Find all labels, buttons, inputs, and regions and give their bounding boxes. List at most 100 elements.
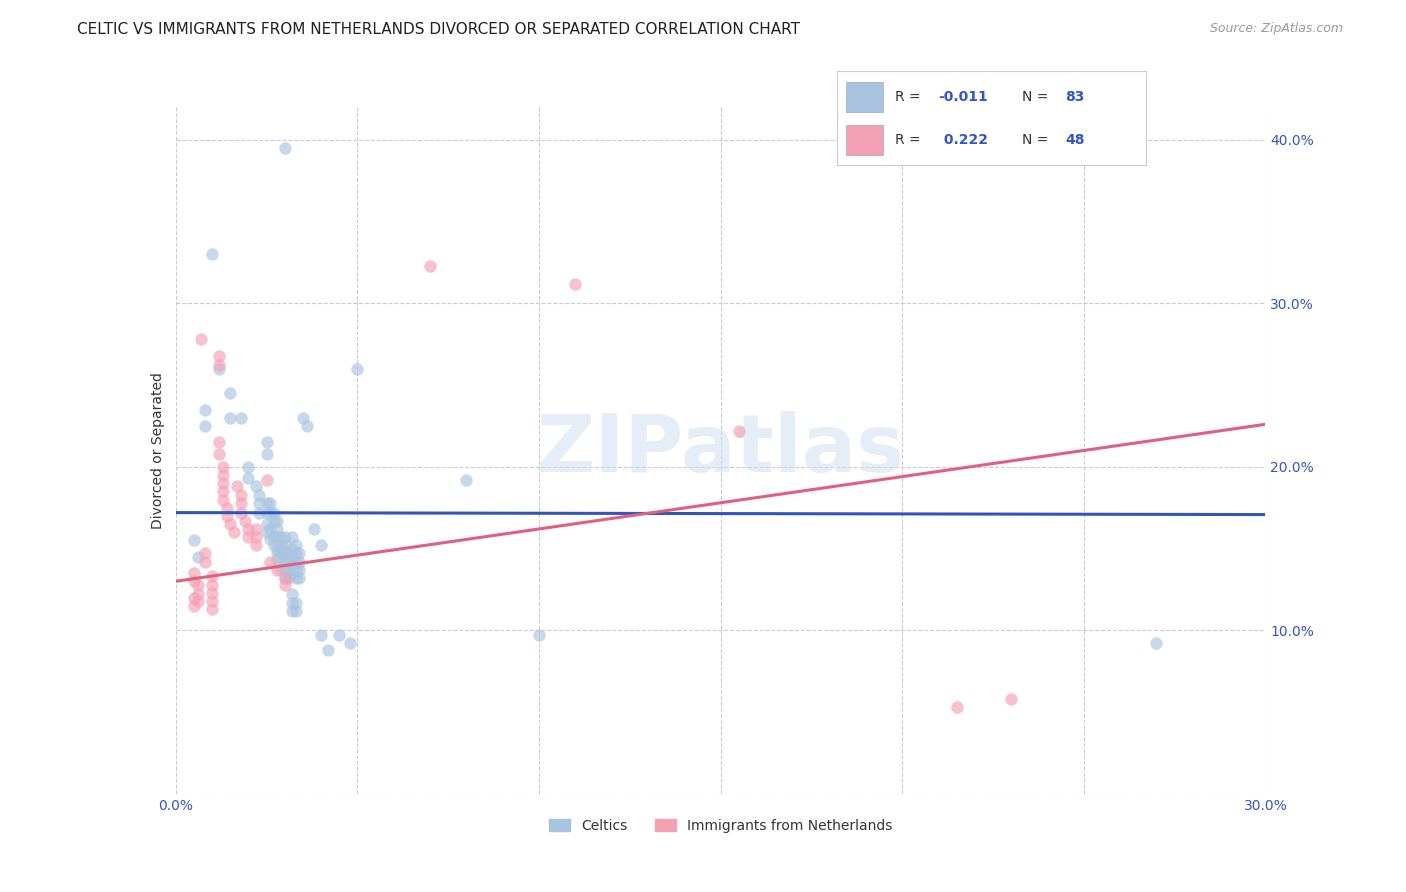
Point [346, 361, 368, 376]
Text: CELTIC VS IMMIGRANTS FROM NETHERLANDS DIVORCED OR SEPARATED CORRELATION CHART: CELTIC VS IMMIGRANTS FROM NETHERLANDS DI… [77, 22, 800, 37]
Point [274, 555, 297, 569]
Point [274, 577, 297, 591]
Point [274, 571, 297, 585]
Point [194, 546, 217, 561]
Point [201, 594, 224, 608]
Point [318, 643, 340, 657]
Point [245, 538, 267, 552]
Point [256, 516, 278, 531]
Point [284, 546, 307, 561]
Point [263, 514, 285, 528]
Point [226, 479, 249, 493]
Point [231, 410, 253, 425]
Point [284, 596, 307, 610]
Point [274, 538, 297, 552]
Point [201, 602, 224, 616]
Point [201, 577, 224, 591]
Point [238, 530, 260, 544]
Point [263, 538, 285, 552]
Point [212, 492, 235, 507]
Text: ZIPatlas: ZIPatlas [537, 411, 904, 490]
Point [456, 473, 478, 487]
Point [284, 563, 307, 577]
Point [259, 555, 281, 569]
Point [270, 538, 292, 552]
Point [266, 546, 288, 561]
Point [266, 530, 288, 544]
Point [256, 473, 278, 487]
Point [259, 506, 281, 520]
Point [274, 530, 297, 544]
Point [245, 479, 267, 493]
Point [291, 410, 314, 425]
Point [277, 546, 299, 561]
Legend: Celtics, Immigrants from Netherlands: Celtics, Immigrants from Netherlands [543, 814, 898, 838]
Point [194, 402, 217, 417]
Point [259, 532, 281, 546]
Point [266, 514, 288, 528]
Point [295, 418, 318, 433]
Point [1146, 636, 1168, 650]
Y-axis label: Divorced or Separated: Divorced or Separated [152, 372, 166, 529]
Point [233, 514, 256, 528]
Point [183, 533, 205, 548]
Text: N =: N = [1022, 90, 1053, 103]
Point [247, 487, 270, 501]
Point [270, 563, 292, 577]
Point [245, 522, 267, 536]
Point [727, 424, 749, 438]
Point [222, 525, 245, 540]
Point [266, 522, 288, 536]
Point [266, 541, 288, 556]
Point [281, 604, 304, 618]
Point [194, 418, 217, 433]
Point [208, 447, 231, 461]
Point [247, 506, 270, 520]
Point [281, 549, 304, 564]
Point [208, 349, 231, 363]
Text: Source: ZipAtlas.com: Source: ZipAtlas.com [1209, 22, 1343, 36]
Text: -0.011: -0.011 [939, 90, 988, 103]
Point [263, 506, 285, 520]
Point [186, 549, 209, 564]
Point [284, 604, 307, 618]
Point [231, 487, 253, 501]
Point [212, 467, 235, 482]
Point [274, 546, 297, 561]
Point [247, 496, 270, 510]
Point [277, 563, 299, 577]
Point [201, 585, 224, 599]
Text: R =: R = [896, 90, 925, 103]
Point [1000, 692, 1022, 706]
Point [186, 594, 209, 608]
Point [183, 574, 205, 589]
Point [281, 566, 304, 580]
Point [270, 530, 292, 544]
Point [212, 459, 235, 474]
Point [527, 628, 550, 642]
Point [270, 555, 292, 569]
Point [281, 596, 304, 610]
Point [256, 435, 278, 450]
Text: 48: 48 [1066, 133, 1085, 146]
Point [186, 587, 209, 601]
Point [238, 459, 260, 474]
Point [288, 555, 311, 569]
Point [284, 555, 307, 569]
Point [208, 359, 231, 373]
Point [281, 530, 304, 544]
Point [256, 506, 278, 520]
Point [215, 500, 238, 515]
Point [259, 496, 281, 510]
Point [281, 587, 304, 601]
Point [183, 566, 205, 580]
Point [212, 476, 235, 491]
Point [256, 447, 278, 461]
Point [277, 555, 299, 569]
Point [309, 538, 332, 552]
Point [186, 577, 209, 591]
Text: 0.222: 0.222 [939, 133, 987, 146]
Point [266, 553, 288, 567]
Text: 83: 83 [1066, 90, 1085, 103]
Point [238, 522, 260, 536]
